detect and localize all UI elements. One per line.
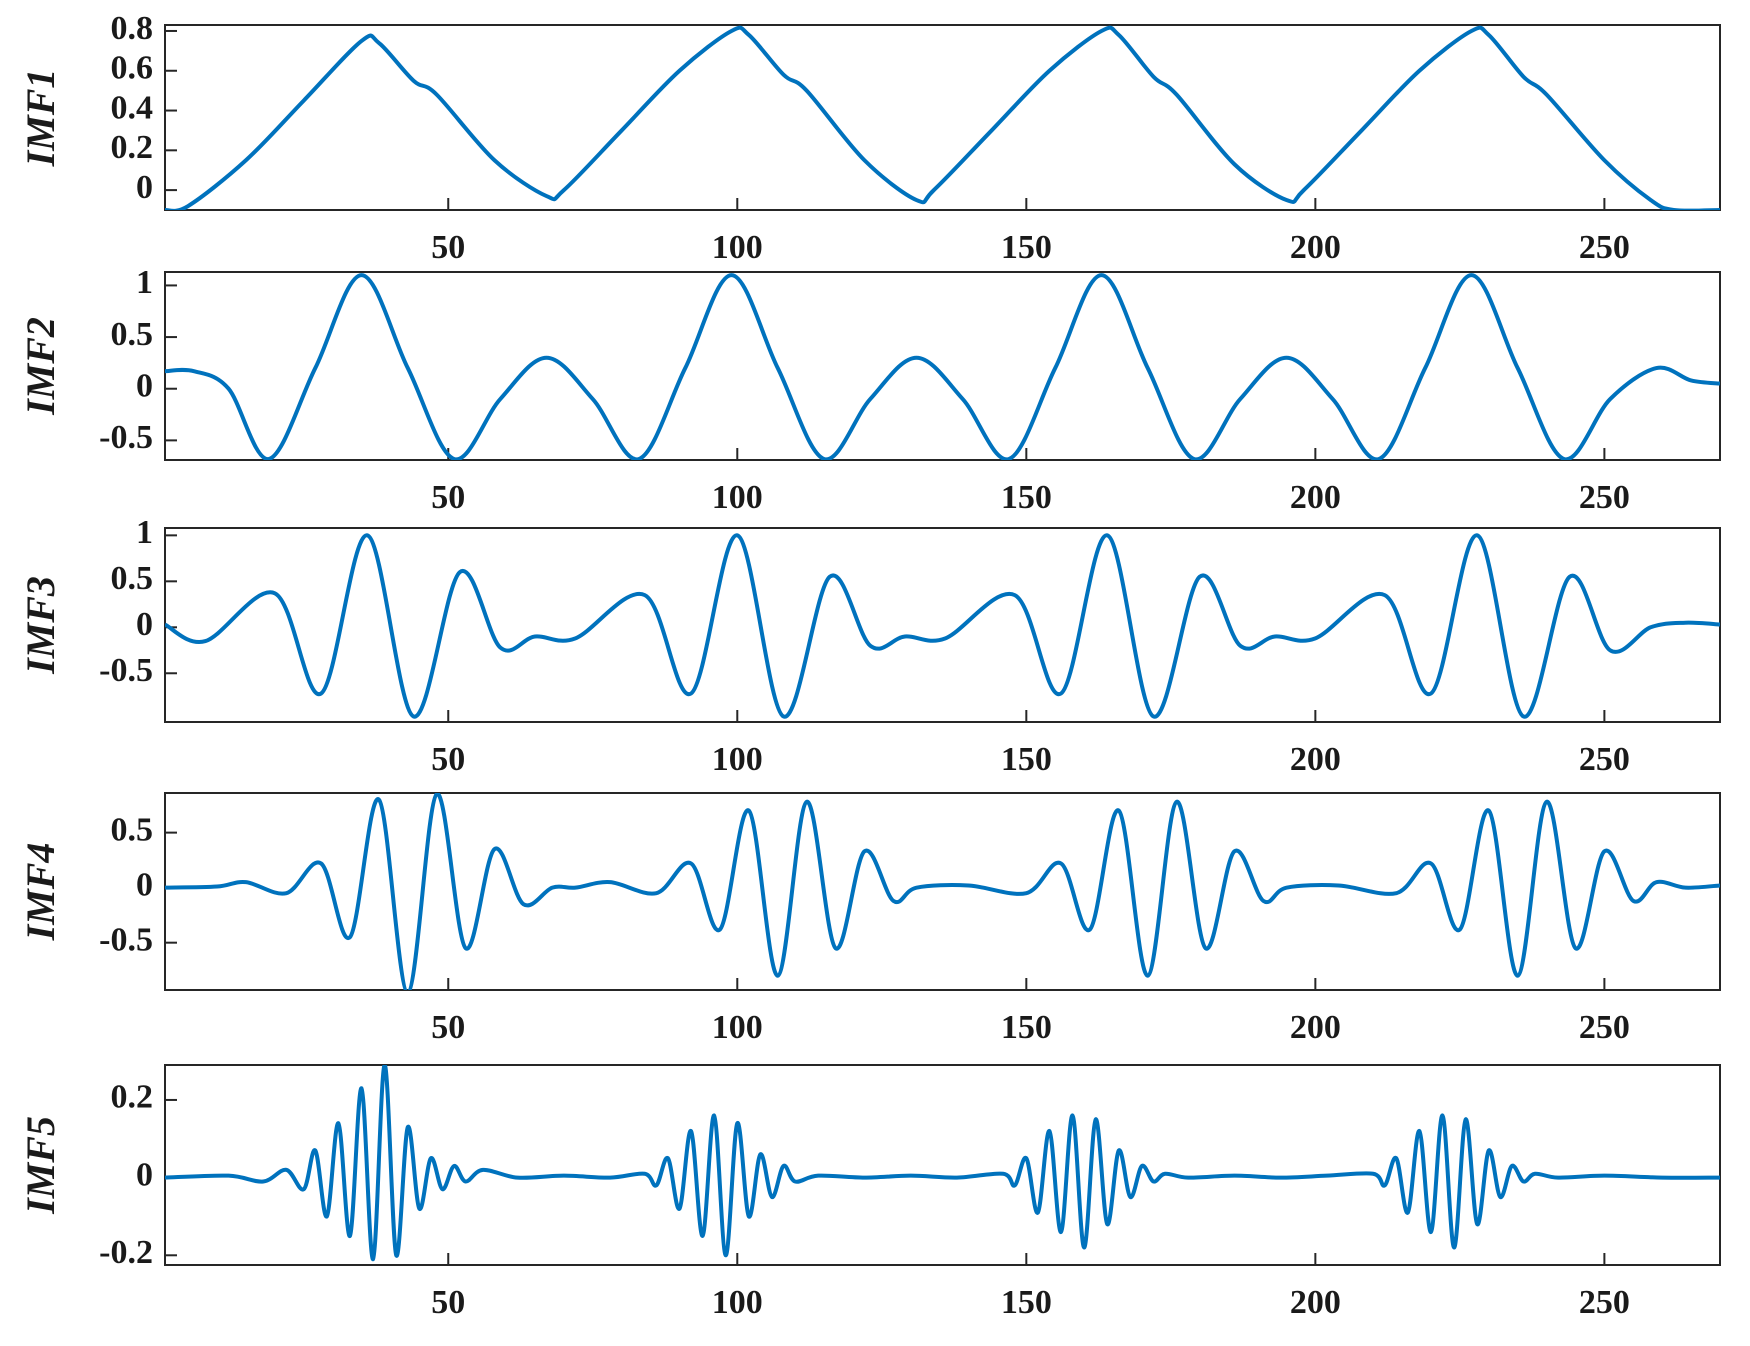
x-tick-label: 250 <box>1579 229 1630 266</box>
x-tick-label: 150 <box>1001 1284 1052 1321</box>
subplot: 50 100 150 200 250 -0.2 0 0.2 IMF5 <box>18 1064 1721 1321</box>
x-tick-label: 250 <box>1579 1284 1630 1321</box>
x-tick-label: 100 <box>712 229 763 266</box>
x-tick-label: 150 <box>1001 1009 1052 1046</box>
x-tick-label: 200 <box>1290 1009 1341 1046</box>
x-tick-label: 50 <box>431 741 465 778</box>
x-tick-label: 50 <box>431 1284 465 1321</box>
x-tick-label: 50 <box>431 479 465 516</box>
y-tick-label: 0 <box>136 169 153 206</box>
x-tick-label: 200 <box>1290 479 1341 516</box>
y-tick-label: 0.2 <box>111 129 154 166</box>
y-tick-label: -0.5 <box>99 419 153 456</box>
y-tick-label: 1 <box>136 514 153 551</box>
plot-frame <box>164 271 1721 461</box>
y-tick-label: 0 <box>136 866 153 903</box>
x-tick-label: 200 <box>1290 229 1341 266</box>
x-tick-label: 100 <box>712 1009 763 1046</box>
y-tick-label: 1 <box>136 264 153 301</box>
y-tick-label: -0.2 <box>99 1234 153 1271</box>
y-axis-label: IMF3 <box>18 576 63 675</box>
y-tick-label: 0.5 <box>111 560 154 597</box>
x-tick-label: 50 <box>431 229 465 266</box>
x-tick-label: 100 <box>712 1284 763 1321</box>
y-axis-label: IMF2 <box>18 317 63 416</box>
subplot: 50 100 150 200 250 -0.5 0 0.5 1 IMF3 <box>18 514 1721 778</box>
subplot: 50 100 150 200 250 00.20.40.60.8 IMF1 <box>18 10 1721 266</box>
y-tick-label: 0 <box>136 606 153 643</box>
plot-frame <box>164 24 1721 211</box>
x-tick-label: 50 <box>431 1009 465 1046</box>
x-tick-label: 200 <box>1290 741 1341 778</box>
x-tick-label: 150 <box>1001 741 1052 778</box>
subplot: 50 100 150 200 250 -0.5 0 0.5 1 IMF2 <box>18 264 1721 516</box>
y-axis-label: IMF5 <box>18 1116 63 1215</box>
y-tick-label: 0.8 <box>111 10 154 47</box>
plot-frame <box>164 792 1721 991</box>
y-axis-label: IMF1 <box>18 69 63 168</box>
x-tick-label: 100 <box>712 741 763 778</box>
y-tick-label: 0.5 <box>111 316 154 353</box>
plot-frame <box>164 1064 1721 1266</box>
x-tick-label: 100 <box>712 479 763 516</box>
imf-line <box>165 533 1720 719</box>
y-tick-label: 0.2 <box>111 1079 154 1116</box>
x-tick-label: 250 <box>1579 479 1630 516</box>
x-tick-label: 150 <box>1001 479 1052 516</box>
y-tick-label: 0 <box>136 1156 153 1193</box>
x-tick-label: 150 <box>1001 229 1052 266</box>
x-tick-label: 250 <box>1579 741 1630 778</box>
x-tick-label: 200 <box>1290 1284 1341 1321</box>
imf-line <box>165 25 1720 210</box>
imf-line <box>165 1065 1720 1262</box>
subplot: 50 100 150 200 250 -0.5 0 0.5 IMF4 <box>18 792 1721 1046</box>
y-tick-label: -0.5 <box>99 921 153 958</box>
y-tick-label: -0.5 <box>99 652 153 689</box>
imf-line <box>165 273 1720 460</box>
y-tick-label: 0.4 <box>111 89 154 126</box>
y-tick-label: 0 <box>136 368 153 405</box>
y-axis-label: IMF4 <box>18 843 63 942</box>
imf-line <box>165 793 1720 990</box>
y-tick-label: 0.5 <box>111 811 154 848</box>
x-tick-label: 250 <box>1579 1009 1630 1046</box>
y-tick-label: 0.6 <box>111 50 154 87</box>
